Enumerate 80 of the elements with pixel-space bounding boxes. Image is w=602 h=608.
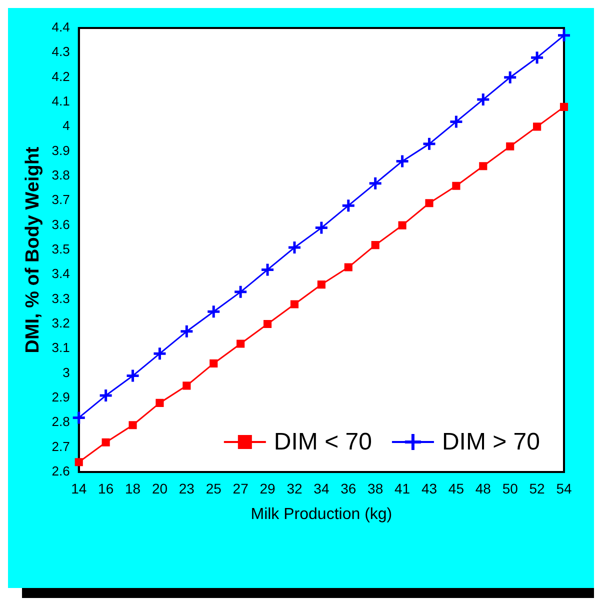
y-tick-label: 4.2: [52, 68, 70, 84]
point: [128, 421, 137, 430]
point: [425, 199, 434, 208]
x-tick-label: 29: [260, 480, 276, 496]
x-tick-label: 36: [340, 480, 356, 496]
x-tick-label: 23: [178, 480, 195, 496]
y-tick-label: 3.5: [52, 242, 70, 257]
x-tick-label: 50: [502, 480, 518, 496]
point: [341, 198, 356, 213]
y-tick-label: 2.8: [52, 414, 70, 430]
x-tick-label: 16: [98, 480, 114, 496]
y-tick-label: 2.7: [52, 438, 70, 454]
point: [533, 122, 542, 131]
x-tick-label: 52: [529, 480, 546, 496]
x-tick-label: 38: [368, 480, 384, 496]
point: [156, 398, 164, 407]
point: [479, 162, 488, 170]
y-tick-label: 3.3: [52, 290, 70, 306]
point: [314, 220, 329, 236]
y-tick-label: 3.4: [52, 266, 70, 282]
point: [368, 176, 383, 191]
point: [74, 458, 83, 466]
y-tick-label: 3.8: [52, 168, 70, 183]
point: [102, 438, 110, 446]
x-tick-label: 45: [448, 480, 464, 496]
point: [152, 346, 167, 361]
x-tick-label: 20: [152, 480, 168, 496]
point: [263, 320, 272, 328]
point: [287, 240, 302, 255]
point: [371, 241, 380, 250]
y-tick-label: 3.7: [52, 192, 70, 208]
y-tick-label: 3.1: [52, 340, 70, 356]
x-tick-label: 32: [286, 480, 302, 496]
y-tick-label: 3.6: [52, 216, 70, 232]
x-axis-title: Milk Production (kg): [250, 506, 392, 523]
x-tick-label: 25: [206, 480, 222, 496]
point: [344, 263, 352, 272]
point: [126, 368, 140, 384]
y-tick-label: 2.9: [52, 390, 70, 405]
point: [179, 324, 194, 339]
point: [448, 114, 464, 129]
legend-label: DIM < 70: [274, 428, 372, 456]
point: [317, 280, 326, 289]
point: [182, 382, 191, 390]
y-tick-label: 2.6: [52, 464, 70, 479]
point: [260, 262, 275, 277]
point: [206, 304, 221, 319]
y-tick-label: 4: [62, 118, 70, 134]
x-tick-label: 43: [421, 480, 438, 496]
point: [452, 182, 460, 190]
point: [233, 284, 248, 300]
point: [210, 359, 218, 368]
x-tick-label: 41: [394, 480, 410, 496]
point: [72, 410, 86, 425]
x-tick-label: 18: [124, 480, 141, 496]
y-tick-label: 3.9: [52, 142, 70, 158]
x-tick-label: 34: [314, 480, 330, 496]
y-tick-label: 3.2: [52, 316, 70, 331]
point: [560, 102, 568, 111]
point: [502, 70, 518, 85]
x-tick-label: 27: [232, 480, 249, 496]
x-tick-label: 54: [556, 480, 572, 496]
point: [395, 154, 410, 168]
point: [422, 136, 436, 152]
point: [506, 142, 514, 150]
point: [398, 221, 406, 230]
x-tick-label: 48: [475, 480, 492, 496]
point: [290, 300, 299, 308]
y-tick-label: 4.4: [52, 20, 70, 35]
y-tick-label: 3: [62, 364, 70, 380]
point: [556, 28, 572, 43]
x-tick-label: 14: [71, 480, 87, 496]
y-tick-label: 4.1: [52, 94, 70, 109]
point: [530, 50, 544, 65]
y-axis-title: DMI, % of Body Weight: [22, 146, 44, 354]
point: [236, 340, 245, 348]
point: [476, 92, 490, 107]
point: [98, 388, 114, 403]
legend-label: DIM > 70: [442, 428, 540, 456]
y-tick-label: 4.3: [52, 44, 70, 60]
